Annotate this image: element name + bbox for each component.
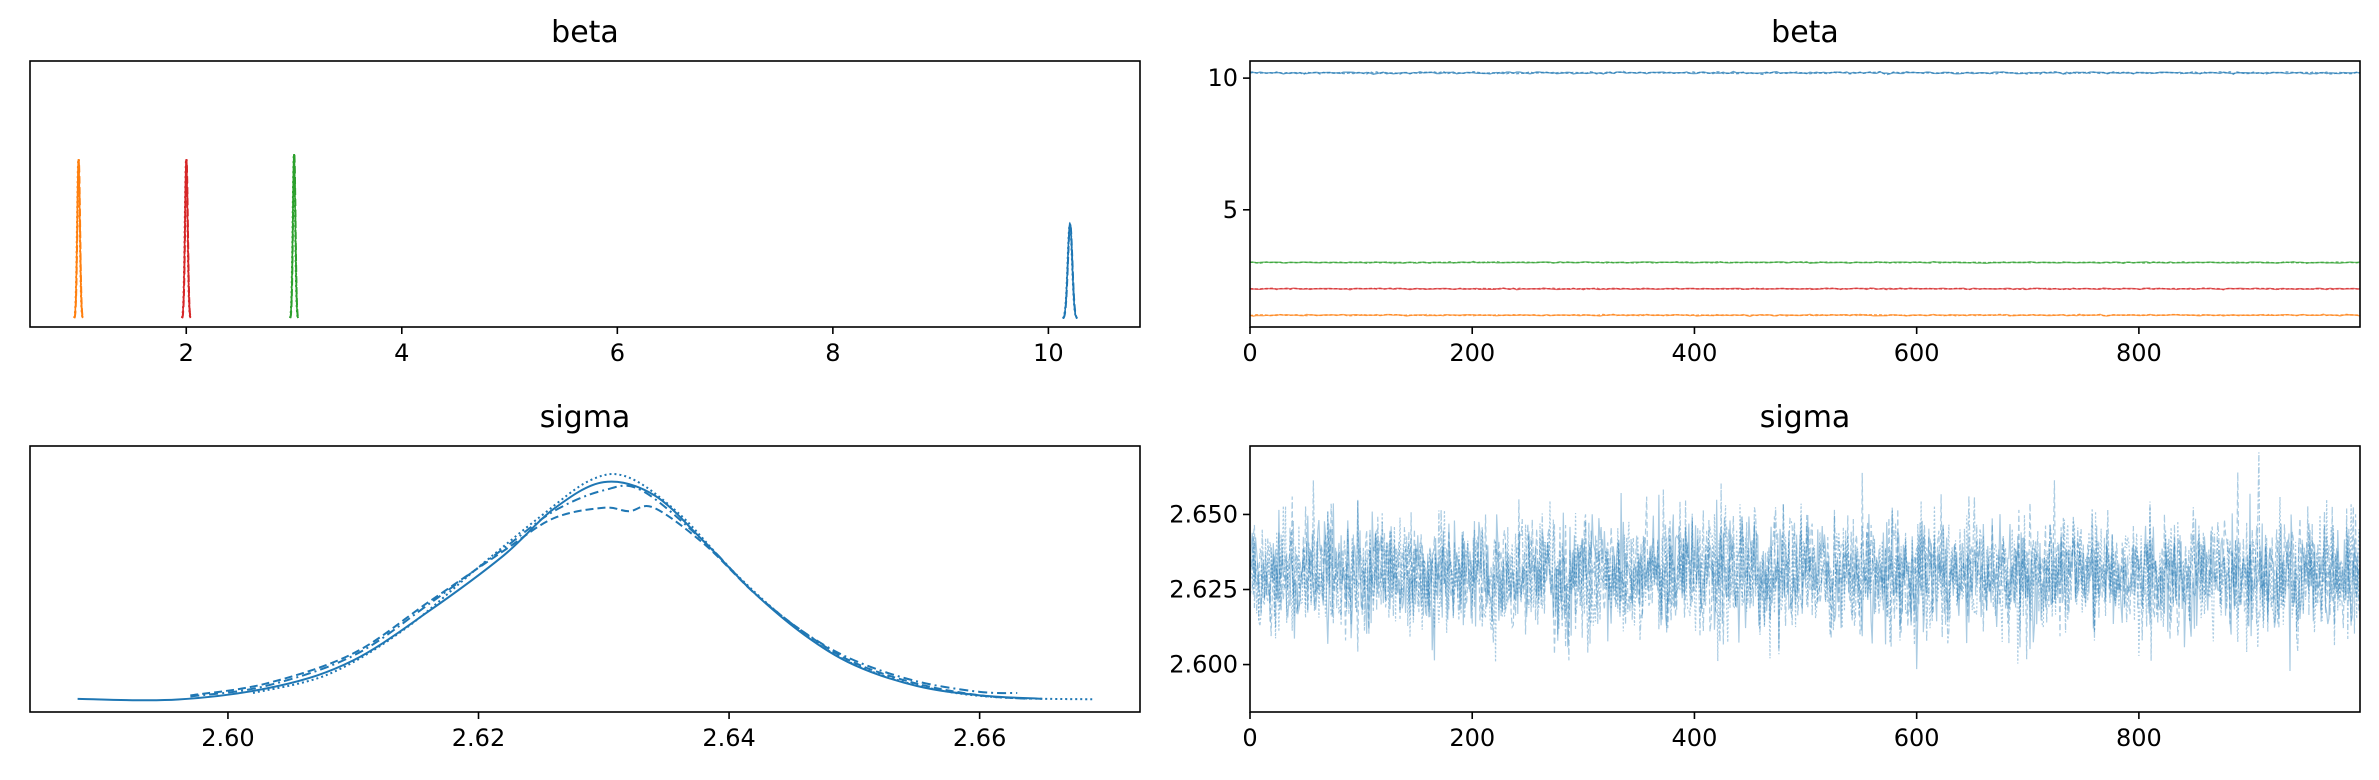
sigma-trace-line bbox=[1249, 472, 2361, 661]
sigma-density-curve bbox=[190, 484, 1018, 698]
x-tick-label: 400 bbox=[1672, 339, 1718, 367]
beta-trace-title: beta bbox=[1771, 15, 1839, 50]
x-tick-label: 2.66 bbox=[953, 724, 1006, 752]
beta-density-curve bbox=[180, 159, 191, 319]
beta-density-curve bbox=[73, 159, 84, 319]
beta-trace-line bbox=[1249, 313, 2361, 317]
x-tick-label: 4 bbox=[394, 339, 409, 367]
beta-density-panel: beta 2 4 6 8 10 bbox=[29, 15, 1141, 367]
x-tick-label: 2.64 bbox=[702, 724, 755, 752]
beta-trace-line bbox=[1249, 260, 2361, 265]
y-tick-label: 10 bbox=[1207, 64, 1238, 92]
sigma-density-curve bbox=[252, 473, 1093, 701]
sigma-trace-panel: sigma 0 200 400 600 800 2.600 2.625 2.650 bbox=[1169, 400, 2361, 752]
x-tick-label: 600 bbox=[1894, 339, 1940, 367]
x-tick-label: 800 bbox=[2116, 339, 2162, 367]
beta-trace-frame bbox=[1249, 60, 2361, 328]
x-tick-label: 600 bbox=[1894, 724, 1940, 752]
x-tick-label: 2.62 bbox=[452, 724, 505, 752]
beta-density-curve bbox=[289, 153, 299, 319]
beta-trace-panel: beta 0 200 400 600 800 5 10 bbox=[1207, 15, 2361, 367]
sigma-trace-frame bbox=[1249, 445, 2361, 713]
x-tick-label: 200 bbox=[1449, 724, 1495, 752]
sigma-density-frame bbox=[29, 445, 1141, 713]
x-tick-label: 8 bbox=[825, 339, 840, 367]
y-tick-label: 2.650 bbox=[1169, 500, 1238, 528]
x-tick-label: 2 bbox=[179, 339, 194, 367]
y-tick-label: 2.625 bbox=[1169, 576, 1238, 604]
beta-trace-line bbox=[1249, 287, 2361, 291]
beta-density-title: beta bbox=[551, 15, 619, 50]
sigma-trace-title: sigma bbox=[1760, 400, 1851, 435]
beta-trace-line bbox=[1249, 70, 2361, 76]
beta-density-curve bbox=[1062, 221, 1078, 320]
x-tick-label: 10 bbox=[1033, 339, 1064, 367]
sigma-density-panel: sigma 2.60 2.62 2.64 2.66 bbox=[29, 400, 1141, 752]
sigma-trace-line bbox=[1249, 492, 2361, 671]
x-tick-label: 2.60 bbox=[201, 724, 254, 752]
sigma-density-curve bbox=[190, 505, 1030, 700]
x-tick-label: 6 bbox=[610, 339, 625, 367]
x-tick-label: 400 bbox=[1672, 724, 1718, 752]
y-tick-label: 2.600 bbox=[1169, 651, 1238, 679]
x-tick-label: 800 bbox=[2116, 724, 2162, 752]
y-tick-label: 5 bbox=[1223, 196, 1238, 224]
sigma-trace-line bbox=[1249, 497, 2361, 664]
sigma-density-title: sigma bbox=[540, 400, 631, 435]
x-tick-label: 0 bbox=[1242, 724, 1257, 752]
sigma-trace-line bbox=[1249, 452, 2361, 661]
x-tick-label: 200 bbox=[1449, 339, 1495, 367]
x-tick-label: 0 bbox=[1242, 339, 1257, 367]
beta-density-frame bbox=[29, 60, 1141, 328]
